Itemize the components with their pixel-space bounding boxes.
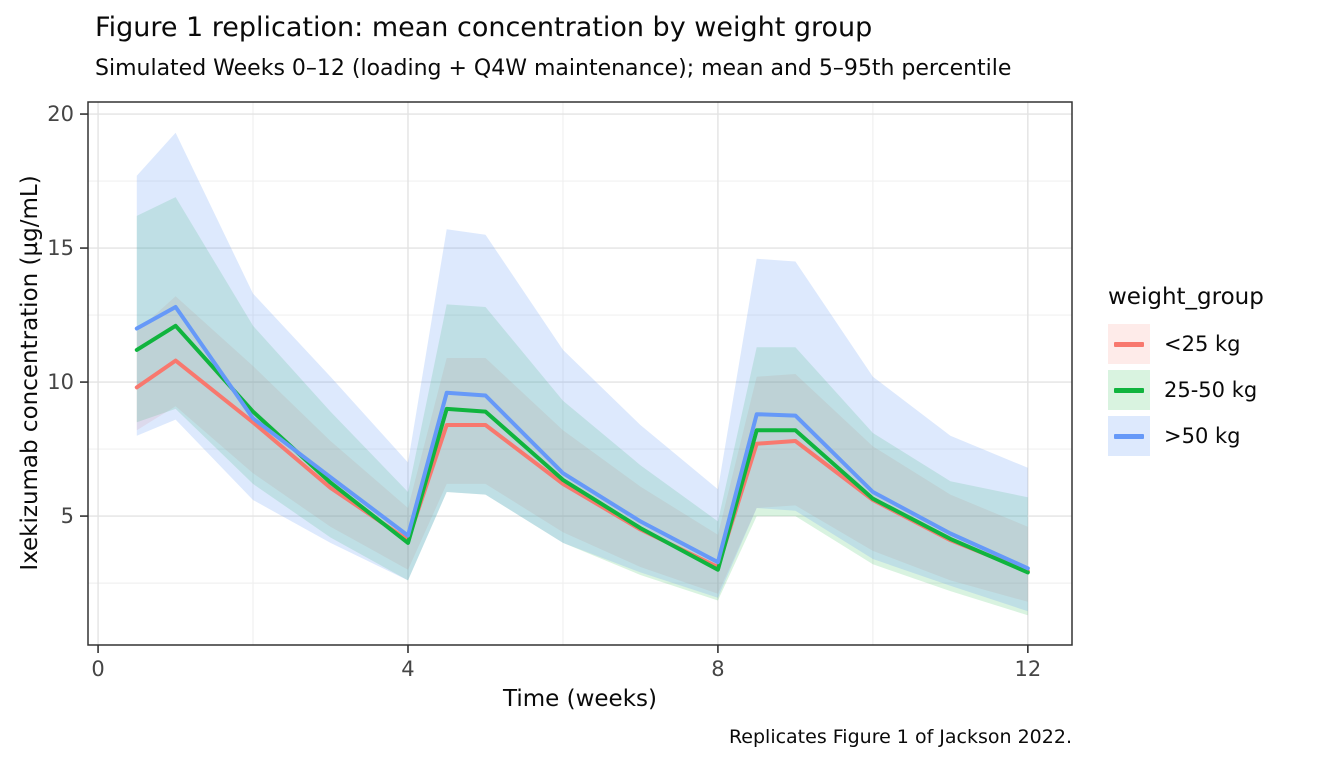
panel-background (88, 102, 1072, 645)
y-tick-label: 10 (47, 370, 74, 394)
x-tick-label: 4 (401, 657, 414, 681)
legend-key-under-25kg (1108, 324, 1150, 364)
chart-title: Figure 1 replication: mean concentration… (95, 12, 873, 43)
legend-items: <25 kg 25-50 kg >50 kg (1108, 324, 1338, 456)
x-axis-title: Time (weeks) (503, 686, 657, 712)
ribbon-over-50kg (136, 132, 1028, 612)
legend-item-25-50kg: 25-50 kg (1108, 370, 1338, 410)
legend-key-over-50kg (1108, 416, 1150, 456)
x-tick-label: 8 (711, 657, 724, 681)
panel-border (87, 101, 1073, 646)
legend: weight_group <25 kg 25-50 kg >50 kg (1108, 284, 1338, 456)
x-tick-label: 12 (1014, 657, 1041, 681)
y-tick-label: 15 (47, 236, 74, 260)
legend-key-line-over-50kg (1114, 433, 1144, 439)
mean-line-over-50kg (134, 305, 1030, 571)
mean-line-under-25kg (134, 358, 1030, 573)
figure-caption: Replicates Figure 1 of Jackson 2022. (728, 726, 1072, 748)
legend-item-over-50kg: >50 kg (1108, 416, 1338, 456)
legend-title: weight_group (1108, 284, 1264, 310)
legend-key-line-25-50kg (1114, 387, 1144, 393)
mean-line-25-50kg (134, 323, 1030, 575)
legend-item-label: >50 kg (1164, 424, 1241, 448)
legend-key-line-under-25kg (1114, 341, 1144, 347)
legend-item-label: 25-50 kg (1164, 378, 1258, 402)
legend-key-25-50kg (1108, 370, 1150, 410)
ribbon-under-25kg (136, 296, 1028, 602)
ribbon-25-50kg (136, 197, 1028, 616)
y-tick-label: 20 (47, 102, 74, 126)
legend-item-label: <25 kg (1164, 332, 1241, 356)
y-tick-label: 5 (61, 504, 74, 528)
legend-item-under-25kg: <25 kg (1108, 324, 1338, 364)
chart-subtitle: Simulated Weeks 0–12 (loading + Q4W main… (95, 56, 1012, 81)
x-tick-label: 0 (91, 657, 104, 681)
